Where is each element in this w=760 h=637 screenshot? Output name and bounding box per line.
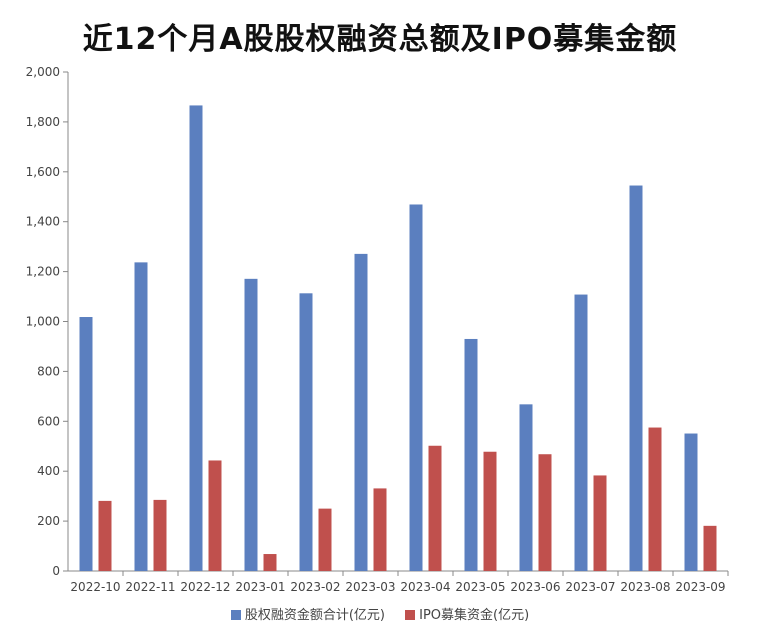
- y-tick-label: 0: [52, 564, 60, 578]
- bar-ipo: [318, 508, 332, 571]
- y-tick-label: 800: [37, 364, 60, 378]
- legend-label-equity: 股权融资金额合计(亿元): [244, 608, 385, 623]
- y-tick-label: 400: [37, 464, 60, 478]
- legend-swatch-equity: [230, 610, 241, 620]
- y-tick-label: 1,200: [26, 265, 60, 279]
- bar-ipo: [593, 475, 607, 571]
- x-tick-label: 2023-08: [620, 580, 670, 594]
- x-tick-label: 2022-10: [70, 580, 120, 594]
- bar-ipo: [208, 460, 222, 571]
- bar-ipo: [703, 525, 717, 571]
- bar-chart: 0 200 400 600 800 1,000 1,200 1,400 1,600 1,800 2,…: [26, 65, 729, 594]
- y-tick-label: 1,600: [26, 165, 60, 179]
- legend-item-ipo: IPO募集资金(亿元): [405, 604, 529, 623]
- bar-equity: [354, 253, 368, 571]
- y-tick-label: 1,400: [26, 215, 60, 229]
- y-tick-label: 1,800: [26, 115, 60, 129]
- bar-equity: [299, 293, 313, 571]
- x-tick-label: 2023-02: [290, 580, 340, 594]
- y-tick-label: 1,000: [26, 315, 60, 329]
- y-tick-label: 600: [37, 414, 60, 428]
- bar-ipo: [263, 554, 277, 571]
- bar-equity: [244, 278, 258, 571]
- bar-equity: [189, 105, 203, 572]
- bar-equity: [574, 294, 588, 571]
- bar-ipo: [153, 499, 167, 571]
- x-tick-label: 2023-07: [565, 580, 615, 594]
- x-tick-label: 2023-01: [235, 580, 285, 594]
- x-tick-label: 2023-06: [510, 580, 560, 594]
- y-tick-label: 200: [37, 514, 60, 528]
- bar-equity: [409, 204, 423, 571]
- x-tick-label: 2023-05: [455, 580, 505, 594]
- legend-item-equity: 股权融资金额合计(亿元): [230, 604, 385, 623]
- bar-equity: [79, 317, 93, 571]
- bar-ipo: [428, 445, 442, 571]
- bar-equity: [684, 433, 698, 571]
- bar-equity: [464, 338, 478, 571]
- legend-label-ipo: IPO募集资金(亿元): [419, 608, 530, 623]
- x-tick-label: 2022-12: [180, 580, 230, 594]
- bar-equity: [629, 185, 643, 571]
- x-tick-label: 2023-09: [675, 580, 725, 594]
- y-tick-label: 2,000: [26, 65, 60, 79]
- bar-ipo: [648, 427, 662, 571]
- x-tick-label: 2022-11: [125, 580, 175, 594]
- bar-ipo: [538, 454, 552, 571]
- bar-equity: [134, 262, 148, 571]
- bar-ipo: [373, 488, 387, 571]
- bar-ipo: [98, 500, 112, 571]
- x-tick-label: 2023-03: [345, 580, 395, 594]
- bar-ipo: [483, 451, 497, 571]
- bar-equity: [519, 404, 533, 571]
- chart-title: 近12个月A股股权融资总额及IPO募集金额: [82, 22, 678, 57]
- x-tick-label: 2023-04: [400, 580, 450, 594]
- legend-swatch-ipo: [405, 610, 416, 620]
- legend: 股权融资金额合计(亿元) IPO募集资金(亿元): [0, 604, 760, 623]
